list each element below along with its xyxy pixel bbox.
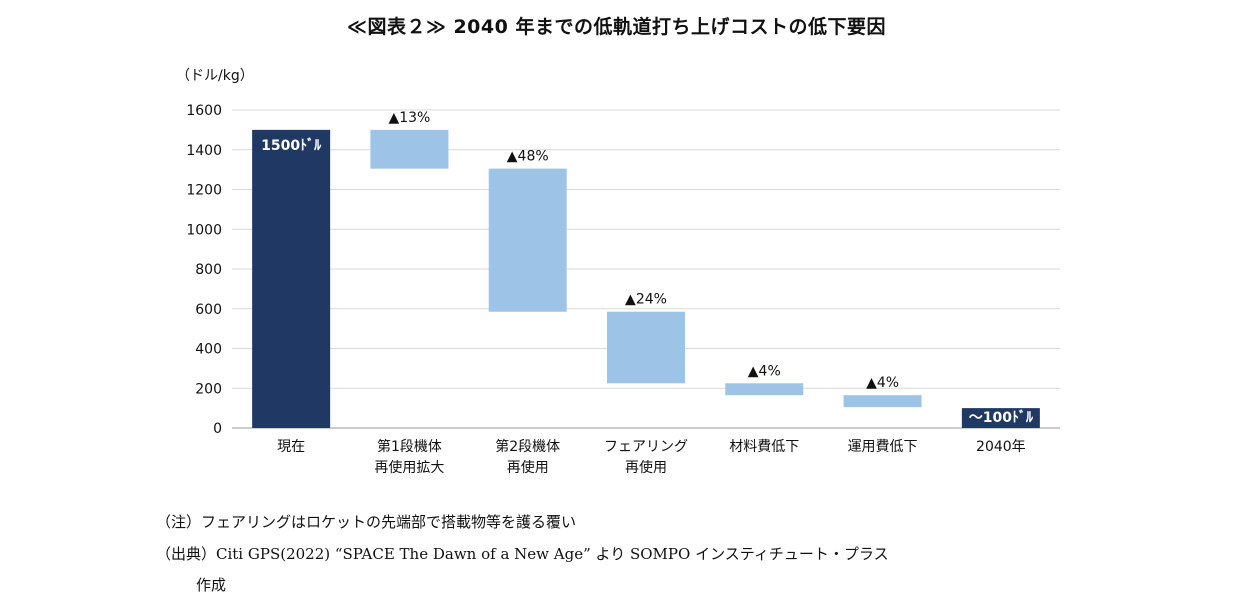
x-tick-label: 運用費低下: [848, 439, 918, 455]
source-text-continued: 作成: [196, 576, 227, 594]
bar-total: [252, 129, 331, 428]
x-tick-label: 材料費低下: [729, 439, 799, 455]
x-tick-label: 再使用: [507, 459, 549, 476]
note-text: （注）フェアリングはロケットの先端部で搭載物等を護る覆い: [156, 513, 577, 531]
grid-lines: [232, 109, 1060, 429]
bar-change-label: ▲4%: [748, 363, 781, 379]
bar-change-label: ▲24%: [625, 292, 667, 308]
y-tick-label: 1400: [186, 143, 222, 159]
x-tick-label: 2040年: [976, 439, 1026, 455]
bar-change-label: ▲13%: [388, 110, 430, 126]
x-tick-label: フェアリング: [604, 439, 688, 455]
y-axis-ticks: 0 200 400 600 800 1000 1200 1400 1600: [186, 103, 222, 437]
bar-total: [961, 408, 1040, 428]
y-tick-label: 1600: [186, 103, 222, 119]
chart-title: ≪図表２≫ 2040 年までの低軌道打ち上げコストの低下要因: [347, 16, 886, 38]
y-axis-label: （ドル/kg）: [176, 68, 254, 84]
y-tick-label: 400: [195, 342, 222, 358]
x-tick-label: 第2段機体: [495, 438, 560, 455]
bar-decrease: [488, 168, 567, 312]
bar-decrease: [370, 129, 449, 169]
waterfall-chart: （ドル/kg） 0 200 400 600 800 1000 1200 1400 1600 15…: [176, 68, 1060, 476]
y-tick-label: 200: [195, 381, 222, 397]
x-tick-label: 現在: [277, 439, 305, 455]
x-tick-label: 第1段機体: [377, 438, 442, 455]
y-tick-label: 800: [195, 262, 222, 278]
y-tick-label: 1000: [186, 222, 222, 238]
bar-value-label: ～100ﾄﾞﾙ: [969, 409, 1034, 426]
bar-decrease: [607, 311, 685, 384]
bar-decrease: [725, 383, 804, 396]
x-tick-label: 再使用拡大: [374, 459, 444, 476]
source-text: （出典）Citi GPS(2022) “SPACE The Dawn of a …: [156, 545, 889, 563]
y-tick-label: 1200: [186, 183, 222, 199]
y-tick-label: 0: [213, 421, 222, 437]
bar-decrease: [843, 395, 922, 408]
bar-value-label: 1500ﾄﾞﾙ: [261, 137, 322, 154]
bar-change-label: ▲48%: [507, 149, 549, 165]
bar-change-label: ▲4%: [866, 375, 899, 391]
bar-labels-group: 1500ﾄﾞﾙ ▲13% ▲48% ▲24% ▲4% ▲4% ～100ﾄﾞﾙ: [261, 110, 1034, 426]
y-tick-label: 600: [195, 302, 222, 318]
x-tick-label: 再使用: [625, 459, 667, 476]
bars-group: [252, 129, 1040, 428]
